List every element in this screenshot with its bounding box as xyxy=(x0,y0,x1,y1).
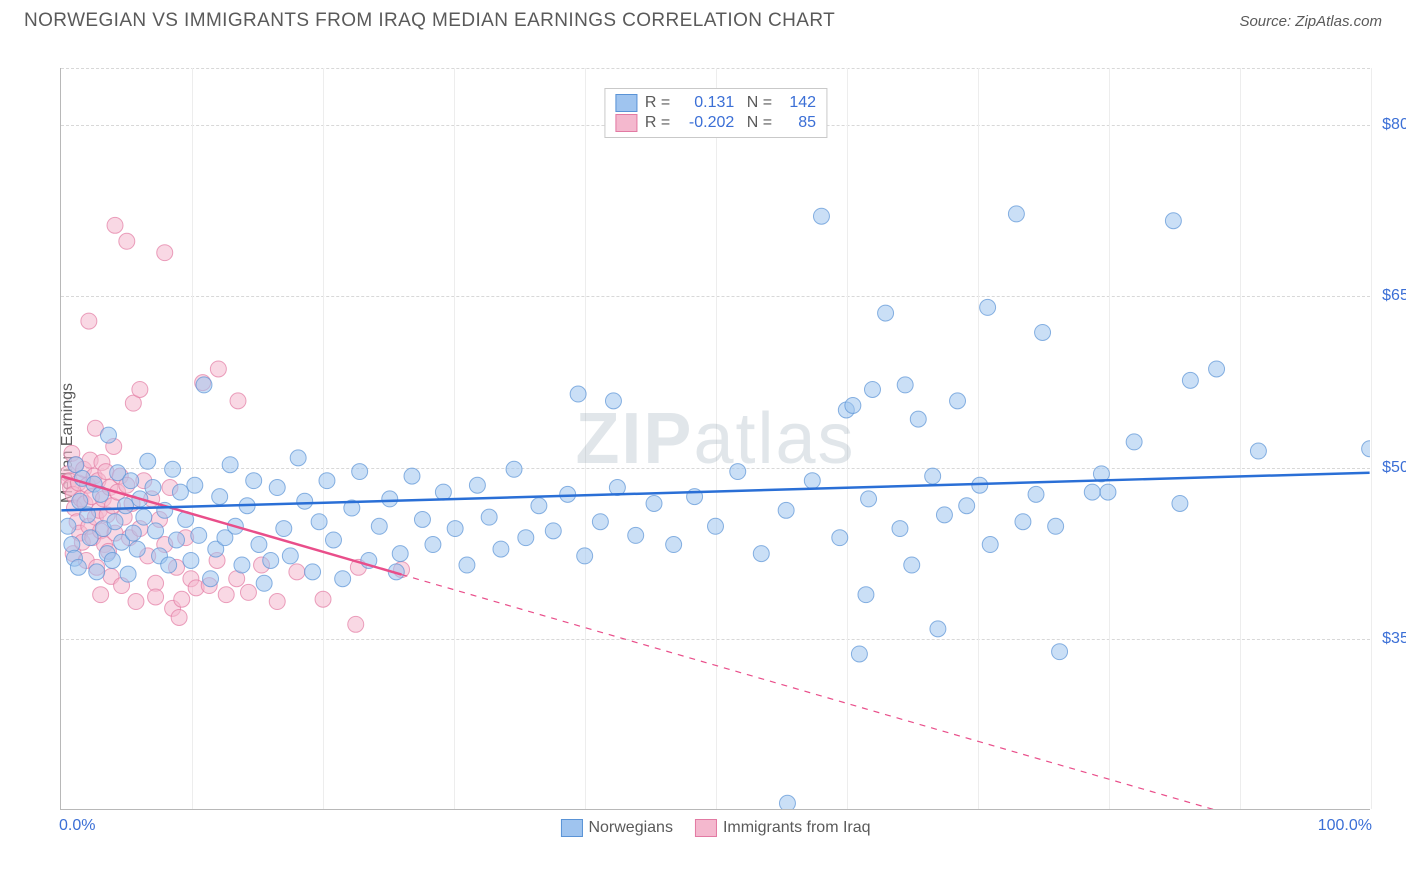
legend-n-label: N = xyxy=(742,94,772,112)
correlation-legend: R = 0.131 N = 142 R = -0.202 N = 85 xyxy=(604,88,827,138)
legend-n-label: N = xyxy=(742,114,772,132)
y-tick-label: $80,000 xyxy=(1376,116,1406,134)
legend-label: Norwegians xyxy=(588,819,672,837)
legend-row: R = -0.202 N = 85 xyxy=(615,113,816,133)
y-tick-label: $50,000 xyxy=(1376,459,1406,477)
legend-row: R = 0.131 N = 142 xyxy=(615,93,816,113)
legend-label: Immigrants from Iraq xyxy=(723,819,871,837)
x-axis-min-label: 0.0% xyxy=(59,817,95,835)
legend-swatch xyxy=(615,94,637,112)
source-attribution: Source: ZipAtlas.com xyxy=(1239,13,1382,30)
series-legend: Norwegians Immigrants from Iraq xyxy=(560,819,870,837)
legend-n-value: 142 xyxy=(780,94,816,112)
plot-area: ZIPatlas R = 0.131 N = 142 R = -0.202 N … xyxy=(60,68,1370,810)
chart-title: NORWEGIAN VS IMMIGRANTS FROM IRAQ MEDIAN… xyxy=(24,10,835,32)
legend-r-value: 0.131 xyxy=(678,94,734,112)
legend-item: Norwegians xyxy=(560,819,672,837)
legend-swatch xyxy=(560,819,582,837)
x-axis-max-label: 100.0% xyxy=(1318,817,1372,835)
legend-item: Immigrants from Iraq xyxy=(695,819,871,837)
legend-r-label: R = xyxy=(645,114,670,132)
legend-n-value: 85 xyxy=(780,114,816,132)
chart-container: Median Earnings ZIPatlas R = 0.131 N = 1… xyxy=(48,48,1384,838)
scatter-svg xyxy=(61,68,1370,809)
legend-swatch xyxy=(615,114,637,132)
legend-swatch xyxy=(695,819,717,837)
y-tick-label: $65,000 xyxy=(1376,287,1406,305)
y-tick-label: $35,000 xyxy=(1376,630,1406,648)
legend-r-label: R = xyxy=(645,94,670,112)
legend-r-value: -0.202 xyxy=(678,114,734,132)
